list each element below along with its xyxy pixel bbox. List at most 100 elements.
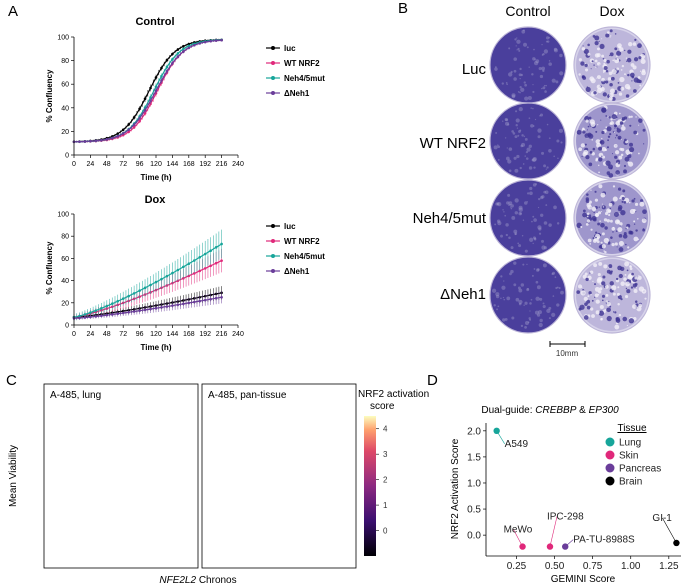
y-tick-label: 0.0 [467,531,481,542]
colorbar-title-line2: score [370,401,395,412]
dish-speck [539,318,543,323]
series-point [138,119,141,123]
dish-speck [517,242,520,245]
dish-speck [614,124,617,128]
y-tick-label: 100 [57,35,69,42]
x-tick-label: 120 [150,161,162,168]
x-tick-label: 24 [87,331,95,338]
series-point [138,309,141,312]
legend-marker [271,76,275,80]
dish-speck [559,53,563,58]
growth-chart-dox: Dox 0 24 48 72 96 120 144 168 192 216 240 0 20 40 60 8… [45,194,325,352]
dish-speck [503,298,506,301]
dish-speck [495,132,498,134]
series-point [214,39,218,42]
dish-speck [503,280,505,282]
dish-speck [600,211,603,213]
dish-speck [544,90,547,93]
dish-speck [618,240,624,247]
dish-speck [529,310,531,312]
dish-speck [598,310,605,316]
dish-speck [517,47,520,51]
dish-speck [509,206,512,208]
dish-speck [515,118,520,123]
dish-speck [510,269,514,274]
dish-speck [522,263,525,266]
dish-speck [628,318,635,324]
x-tick-label: 0.25 [507,561,527,572]
series-point [105,304,109,308]
dish-speck [584,115,590,122]
dish-speck [642,128,646,132]
dish-speck [497,305,500,308]
point-label: A549 [505,439,529,450]
dish-speck [606,126,612,132]
series-point [105,137,109,141]
label-leader [662,517,677,544]
dish-speck [594,293,599,298]
x-axis-label: Time (h) [141,173,172,182]
x-axis-label: GEMINI Score [551,574,616,585]
dish-speck [556,303,560,307]
dish-speck [587,204,593,210]
row-label-wt-nrf2: WT NRF2 [420,135,486,152]
dish-speck [593,217,597,222]
dish-speck [596,61,601,66]
series-point [192,259,196,262]
dish-speck [595,159,598,162]
dish-speck [542,86,546,90]
dish-speck [603,250,605,252]
series-point [176,52,180,55]
dish-speck [583,149,589,155]
dish-speck [534,118,537,121]
dish-speck [629,231,634,235]
x-axis-label-gene: NFE2L2 [159,575,196,586]
dish-speck [515,45,517,47]
dish-speck [506,147,508,149]
dish-speck [600,222,605,228]
dish-speck [619,121,624,125]
x-axis-label: NFE2L2 Chronos [159,575,236,586]
dish-speck [505,223,509,227]
dish-speck [536,313,541,317]
dish-speck [630,115,633,118]
dish-speck [521,134,524,137]
dish-speck [546,36,550,40]
dish-speck [599,140,603,144]
data-point-a549 [493,427,500,435]
dish-speck [631,199,635,203]
chart-title-control: Control [135,16,174,28]
dish-speck [602,206,605,208]
x-tick-label: 0 [72,161,76,168]
dish-speck [623,169,627,174]
series-point [116,134,120,138]
dish-speck [521,234,524,237]
dish-speck [520,73,524,77]
dish-speck [633,288,638,293]
dish-speck [609,29,613,33]
dish-speck [515,124,518,127]
dish-speck [600,317,603,320]
dish-speck [601,77,605,82]
dish-speck [614,58,620,64]
dish-speck [541,195,545,199]
dish-speck [611,97,616,101]
dish-speck [509,203,512,206]
y-tick-label: 100 [57,212,69,219]
dish-speck [524,137,528,141]
dish-speck [524,201,528,205]
dish-speck [521,29,526,34]
dish-speck [633,236,639,242]
dish-speck [587,132,592,137]
series-point [203,298,207,302]
dish-speck [587,238,592,243]
dish-speck [618,205,623,210]
dish-speck [627,73,630,77]
dish-speck [538,232,542,235]
dish-speck [588,291,592,295]
dish-speck [518,211,522,216]
dish-speck [589,270,594,275]
dish-speck [621,126,626,131]
dish-speck [591,60,594,63]
dish-speck [602,275,606,279]
